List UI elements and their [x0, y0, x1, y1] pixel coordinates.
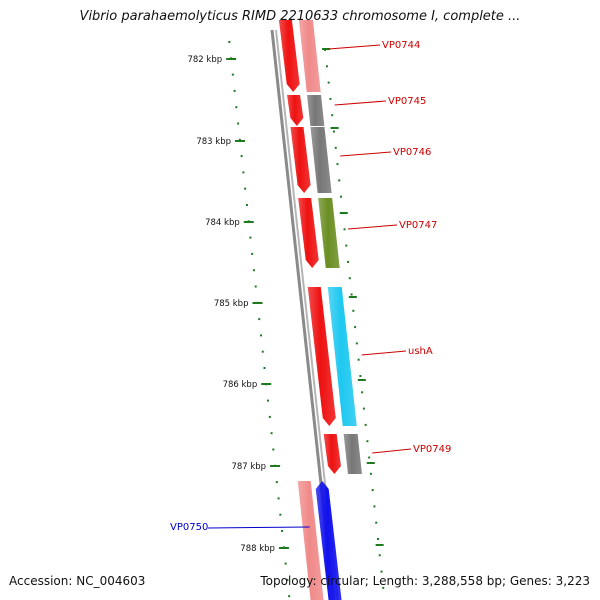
topology-text: Topology: circular; Length: 3,288,558 bp… — [260, 574, 590, 588]
cog-bar-VP0745 — [307, 95, 325, 126]
gene-label-VP0744: VP0744 — [382, 40, 420, 51]
cog-bar-VP0746 — [310, 127, 332, 193]
cds-forward-VP0745 — [287, 95, 304, 126]
cog-bar-VP0747 — [318, 198, 340, 268]
cog-bar-ushA — [327, 287, 357, 426]
gene-label-VP0747: VP0747 — [399, 220, 437, 231]
gene-leader-line — [372, 448, 412, 454]
kbp-tick-label: 783 kbp — [196, 137, 231, 147]
kbp-tick-label: 788 kbp — [240, 544, 275, 554]
cog-bar-VP0749 — [343, 434, 362, 474]
cog-bar-VP0750 — [297, 481, 324, 600]
kbp-tick-label: 786 kbp — [223, 380, 258, 390]
cds-forward-VP0749 — [323, 434, 341, 474]
map-title: Vibrio parahaemolyticus RIMD 2210633 chr… — [79, 9, 521, 24]
gene-label-ushA: ushA — [408, 346, 433, 357]
cds-forward-ushA — [307, 287, 336, 426]
cds-reverse-VP0750 — [315, 481, 342, 600]
cds-forward-VP0747 — [298, 198, 319, 268]
kbp-tick-label: 784 kbp — [205, 218, 240, 228]
gene-leader-line — [361, 350, 407, 356]
gene-leader-line — [207, 526, 310, 529]
cog-bar-VP0744 — [298, 20, 321, 92]
gene-leader-line — [348, 224, 398, 230]
gene-leader-line — [340, 151, 392, 157]
gene-label-VP0750: VP0750 — [170, 522, 208, 533]
kbp-tick-label: 782 kbp — [187, 55, 222, 65]
cds-forward-VP0744 — [278, 20, 300, 92]
gene-label-VP0745: VP0745 — [388, 96, 426, 107]
kbp-tick-label: 785 kbp — [214, 299, 249, 309]
accession-text: Accession: NC_004603 — [9, 574, 146, 588]
kbp-tick-label: 787 kbp — [231, 462, 266, 472]
gene-label-VP0749: VP0749 — [413, 444, 451, 455]
cds-forward-VP0746 — [290, 127, 311, 193]
gene-label-VP0746: VP0746 — [393, 147, 431, 158]
gene-leader-line — [328, 44, 381, 50]
gene-leader-line — [334, 100, 387, 106]
